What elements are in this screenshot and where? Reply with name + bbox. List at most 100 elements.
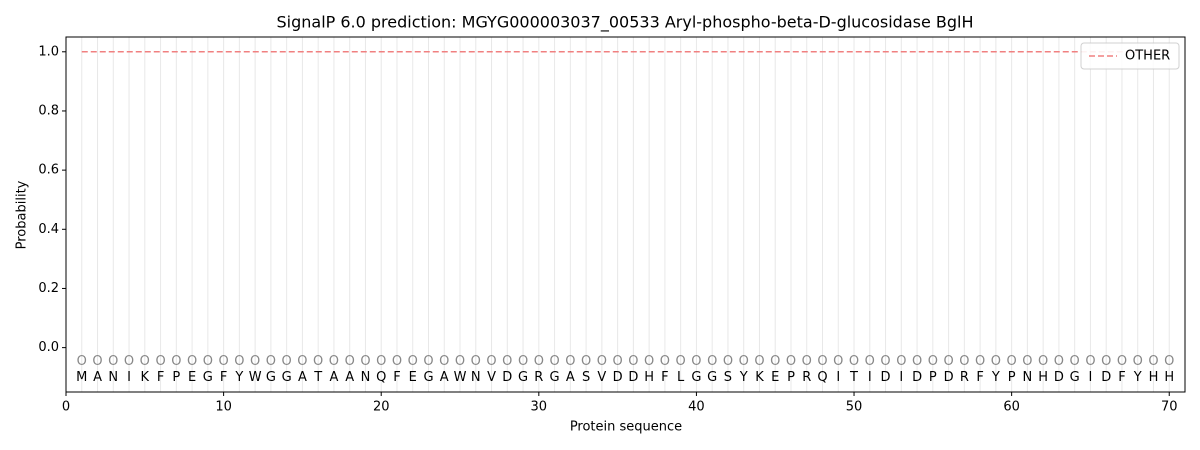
residue-letter: P: [929, 370, 937, 385]
residue-letter: N: [471, 370, 481, 385]
y-tick-label: 0.8: [38, 103, 59, 118]
predicted-label: O: [691, 354, 701, 369]
y-tick-label: 0.0: [38, 340, 59, 355]
x-tick-label: 40: [688, 400, 705, 415]
y-tick-label: 0.6: [38, 163, 59, 178]
residue-letter: K: [755, 370, 764, 385]
predicted-label: O: [1133, 354, 1143, 369]
predicted-label: O: [392, 354, 402, 369]
residue-letter: G: [550, 370, 560, 385]
legend-box: [1080, 42, 1180, 70]
x-tick-label: 70: [1161, 400, 1178, 415]
residue-letter: R: [802, 370, 811, 385]
predicted-label: O: [676, 354, 686, 369]
residue-letter: E: [771, 370, 779, 385]
residue-letter: Q: [376, 370, 386, 385]
predicted-label: O: [581, 354, 591, 369]
residue-letter: A: [440, 370, 449, 385]
predicted-label: O: [108, 354, 118, 369]
predicted-label: O: [1085, 354, 1095, 369]
residue-letter: H: [1149, 370, 1159, 385]
predicted-label: O: [613, 354, 623, 369]
predicted-label: O: [943, 354, 953, 369]
residue-letter: I: [1089, 370, 1093, 385]
residue-letter: G: [691, 370, 701, 385]
predicted-label: O: [896, 354, 906, 369]
residue-letter: F: [393, 370, 400, 385]
predicted-label: O: [723, 354, 733, 369]
residue-letter: E: [188, 370, 196, 385]
predicted-label: O: [833, 354, 843, 369]
predicted-label: O: [1054, 354, 1064, 369]
predicted-label: O: [502, 354, 512, 369]
residue-letter: W: [249, 370, 262, 385]
residue-letter: D: [944, 370, 954, 385]
residue-letter: T: [313, 370, 322, 385]
x-tick-label: 10: [215, 400, 232, 415]
predicted-label: O: [1164, 354, 1174, 369]
predicted-label: O: [865, 354, 875, 369]
predicted-label: O: [880, 354, 890, 369]
residue-letter: K: [141, 370, 150, 385]
x-tick-label: 20: [373, 400, 390, 415]
predicted-label: O: [218, 354, 228, 369]
predicted-label: O: [234, 354, 244, 369]
predicted-label: O: [1070, 354, 1080, 369]
residue-letter: G: [282, 370, 292, 385]
residue-letter: A: [329, 370, 338, 385]
residue-letter: D: [1054, 370, 1064, 385]
predicted-label: O: [282, 354, 292, 369]
predicted-label: O: [471, 354, 481, 369]
residue-letter: F: [1118, 370, 1125, 385]
predicted-label: O: [1038, 354, 1048, 369]
plot-frame: [65, 36, 1186, 393]
predicted-label: O: [486, 354, 496, 369]
predicted-label: O: [439, 354, 449, 369]
predicted-label: O: [707, 354, 717, 369]
predicted-label: O: [975, 354, 985, 369]
residue-letter: R: [960, 370, 969, 385]
residue-letter: I: [127, 370, 131, 385]
residue-letter: T: [849, 370, 858, 385]
residue-letter: Y: [234, 370, 243, 385]
predicted-label: O: [423, 354, 433, 369]
residue-letter: P: [1008, 370, 1016, 385]
residue-letter: A: [298, 370, 307, 385]
predicted-label: O: [266, 354, 276, 369]
predicted-label: O: [455, 354, 465, 369]
residue-letter: A: [93, 370, 102, 385]
x-tick-label: 0: [62, 400, 70, 415]
residue-letter: Y: [991, 370, 1000, 385]
predicted-label: O: [1007, 354, 1017, 369]
residue-letter: P: [787, 370, 795, 385]
residue-letter: N: [1023, 370, 1033, 385]
predicted-label: O: [140, 354, 150, 369]
residue-letter: H: [1038, 370, 1048, 385]
predicted-label: O: [345, 354, 355, 369]
predicted-label: O: [1117, 354, 1127, 369]
residue-letter: H: [1164, 370, 1174, 385]
predicted-label: O: [297, 354, 307, 369]
predicted-label: O: [928, 354, 938, 369]
predicted-label: O: [155, 354, 165, 369]
predicted-label: O: [739, 354, 749, 369]
predicted-label: O: [959, 354, 969, 369]
residue-letter: V: [597, 370, 606, 385]
residue-letter: W: [454, 370, 467, 385]
residue-letter: G: [1070, 370, 1080, 385]
y-tick-label: 0.4: [38, 222, 59, 237]
predicted-label: O: [124, 354, 134, 369]
residue-letter: Y: [739, 370, 748, 385]
residue-letter: D: [502, 370, 512, 385]
predicted-label: O: [754, 354, 764, 369]
predicted-label: O: [1148, 354, 1158, 369]
residue-letter: F: [661, 370, 668, 385]
residue-letter: P: [172, 370, 180, 385]
y-axis-label: Probability: [15, 180, 30, 249]
predicted-label: O: [92, 354, 102, 369]
predicted-label: O: [376, 354, 386, 369]
predicted-label: O: [187, 354, 197, 369]
residue-letter: M: [76, 370, 87, 385]
residue-letter: H: [644, 370, 654, 385]
